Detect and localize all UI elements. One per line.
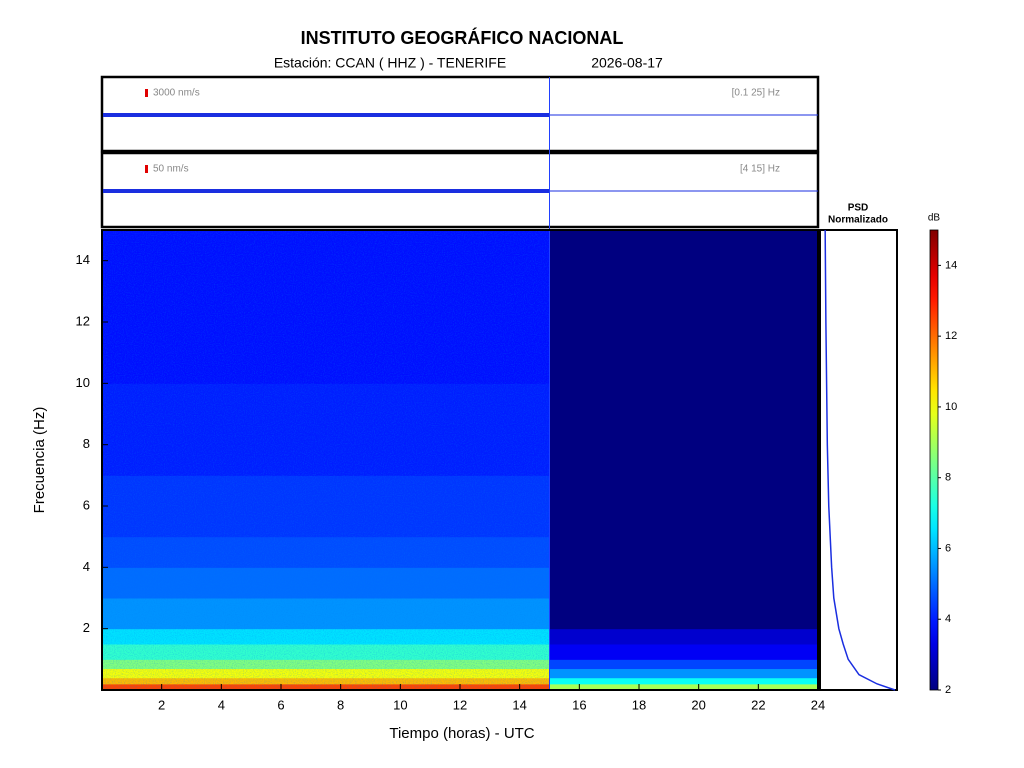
trace-signal xyxy=(103,189,550,193)
scale-bar xyxy=(145,165,148,173)
y-tick-label: 8 xyxy=(83,436,90,451)
x-tick-label: 12 xyxy=(453,697,467,712)
x-tick-label: 20 xyxy=(691,697,705,712)
y-tick-label: 6 xyxy=(83,497,90,512)
psd-title: PSD xyxy=(848,203,869,214)
x-tick-label: 8 xyxy=(337,697,344,712)
scale-label: 50 nm/s xyxy=(153,164,189,175)
spectrogram-empty-band xyxy=(549,683,818,691)
psd-title: Normalizado xyxy=(828,215,888,226)
x-axis-label: Tiempo (horas) - UTC xyxy=(389,725,534,742)
colorbar-tick-label: 4 xyxy=(945,613,951,625)
psd-frame xyxy=(819,229,898,691)
colorbar-tick-label: 14 xyxy=(945,259,957,271)
psd-curve xyxy=(824,229,896,691)
spectrogram-empty-band xyxy=(549,567,818,599)
spectrogram-empty-band xyxy=(549,475,818,538)
y-tick-label: 10 xyxy=(76,375,90,390)
x-tick-label: 18 xyxy=(632,697,646,712)
band-label: [4 15] Hz xyxy=(740,164,780,175)
y-axis-label: Frecuencia (Hz) xyxy=(31,407,48,514)
spectrogram-empty-band xyxy=(549,230,818,384)
spectrogram-empty-band xyxy=(549,659,818,670)
station: Estación: CCAN ( HHZ ) - TENERIFE xyxy=(274,55,506,71)
x-tick-label: 2 xyxy=(158,697,165,712)
spectrogram-empty-band xyxy=(549,598,818,630)
y-tick-label: 2 xyxy=(83,620,90,635)
colorbar-tick-label: 2 xyxy=(945,684,951,696)
x-tick-label: 24 xyxy=(811,697,825,712)
chart-title: INSTITUTO GEOGRÁFICO NACIONAL xyxy=(301,27,624,48)
scale-label: 3000 nm/s xyxy=(153,88,200,99)
scale-bar xyxy=(145,89,148,97)
y-tick-label: 4 xyxy=(83,559,90,574)
spectrogram-empty-band xyxy=(549,628,818,645)
colorbar-tick-label: 12 xyxy=(945,330,957,342)
trace-signal xyxy=(103,113,550,117)
x-tick-label: 16 xyxy=(572,697,586,712)
x-tick-label: 4 xyxy=(218,697,225,712)
colorbar-tick-label: 6 xyxy=(945,542,951,554)
x-tick-label: 6 xyxy=(277,697,284,712)
trace-panel xyxy=(100,75,820,153)
spectrogram-empty-band xyxy=(549,668,818,679)
spectrogram-empty-band xyxy=(549,383,818,476)
y-tick-label: 14 xyxy=(76,252,90,267)
spectrogram-empty-band xyxy=(549,644,818,660)
colorbar-tick-label: 8 xyxy=(945,472,951,484)
trace-panel xyxy=(100,151,820,229)
colorbar xyxy=(929,229,939,691)
x-tick-label: 22 xyxy=(751,697,765,712)
colorbar-tick-label: 10 xyxy=(945,401,957,413)
x-tick-label: 14 xyxy=(512,697,526,712)
date: 2026-08-17 xyxy=(591,55,663,71)
spectrogram-empty-band xyxy=(549,536,818,568)
x-tick-label: 10 xyxy=(393,697,407,712)
noise-texture xyxy=(102,230,550,690)
y-tick-label: 12 xyxy=(76,313,90,328)
spectrogram-empty-band xyxy=(549,677,818,685)
band-label: [0.1 25] Hz xyxy=(732,88,780,99)
colorbar-label: dB xyxy=(928,213,941,224)
